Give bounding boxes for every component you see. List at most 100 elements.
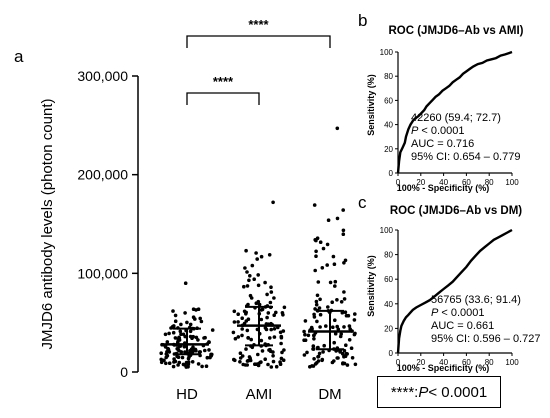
roc-ami-auc: AUC = 0.716 bbox=[411, 138, 474, 150]
data-point-ami bbox=[252, 277, 256, 282]
data-point-hd bbox=[173, 319, 178, 324]
data-point-ami bbox=[259, 308, 264, 312]
data-point-hd bbox=[199, 319, 204, 324]
data-point-ami bbox=[245, 270, 249, 274]
data-point-dm bbox=[312, 312, 316, 317]
data-point-hd bbox=[188, 349, 192, 353]
data-point-ami bbox=[242, 321, 247, 326]
roc-y-tick-label: 40 bbox=[384, 300, 393, 309]
data-point-ami bbox=[258, 360, 262, 365]
data-point-dm bbox=[345, 363, 350, 367]
data-point-ami bbox=[233, 336, 238, 341]
data-point-ami bbox=[259, 254, 264, 259]
data-point-ami bbox=[250, 345, 255, 350]
roc-dm-annotations: 56765 (33.6; 91.4) P < 0.0001 AUC = 0.66… bbox=[431, 294, 540, 345]
data-point-hd bbox=[171, 330, 176, 335]
roc-y-tick-label: 20 bbox=[384, 324, 393, 333]
data-point-hd bbox=[191, 348, 195, 352]
data-point-ami bbox=[271, 354, 275, 358]
data-point-ami bbox=[243, 266, 247, 270]
data-point-ami bbox=[279, 341, 283, 346]
data-point-dm bbox=[326, 305, 330, 309]
data-point-dm bbox=[317, 351, 322, 356]
roc-dm-y-label: Sensitivity (%) bbox=[366, 255, 376, 317]
data-point-hd bbox=[194, 348, 198, 353]
data-point-dm bbox=[340, 351, 345, 356]
data-point-ami bbox=[240, 327, 244, 331]
data-point-dm bbox=[335, 126, 340, 131]
data-point-ami bbox=[266, 362, 270, 367]
data-point-dm bbox=[350, 356, 355, 360]
data-point-dm bbox=[303, 319, 308, 323]
data-point-dm bbox=[317, 306, 322, 310]
data-point-ami bbox=[232, 357, 236, 362]
data-point-ami bbox=[256, 363, 261, 368]
roc-dm-title: ROC (JMJD6–Ab vs DM) bbox=[390, 205, 522, 217]
roc-x-tick-label: 20 bbox=[416, 178, 425, 187]
data-point-hd bbox=[177, 338, 182, 342]
data-point-dm bbox=[342, 325, 346, 329]
roc-dm-curve bbox=[396, 228, 513, 354]
data-point-dm bbox=[311, 347, 316, 351]
data-point-dm bbox=[338, 334, 343, 339]
data-point-dm bbox=[328, 280, 333, 285]
data-point-dm bbox=[324, 324, 328, 328]
footnote-stars: **** bbox=[390, 383, 415, 401]
y-tick-label: 200,000 bbox=[77, 167, 128, 183]
data-point-ami bbox=[281, 329, 286, 333]
data-point-dm bbox=[335, 216, 340, 221]
x-category-dm: DM bbox=[318, 386, 341, 403]
data-point-hd bbox=[183, 281, 188, 286]
data-point-dm bbox=[312, 337, 316, 341]
data-point-dm bbox=[321, 246, 326, 251]
data-point-ami bbox=[246, 336, 250, 340]
data-point-ami bbox=[255, 257, 259, 261]
roc-ami-axes: 00 20 20 40 40 60 60 80 80 100 100 bbox=[380, 48, 520, 187]
data-point-dm bbox=[347, 324, 352, 328]
data-point-dm bbox=[352, 332, 357, 337]
data-point-dm bbox=[316, 354, 321, 359]
data-point-dm bbox=[333, 279, 338, 284]
data-point-dm bbox=[325, 242, 330, 247]
data-point-hd bbox=[183, 350, 187, 354]
data-point-hd bbox=[179, 322, 183, 327]
data-point-dm bbox=[338, 350, 342, 354]
roc-y-tick-label: 20 bbox=[384, 145, 393, 154]
panel-letter-c: c bbox=[358, 193, 367, 212]
data-point-dm bbox=[303, 332, 307, 337]
data-point-dm bbox=[336, 327, 341, 332]
data-point-dm bbox=[330, 300, 335, 305]
y-axis-label: JMJD6 antibody levels (photon count) bbox=[39, 99, 56, 350]
data-point-ami bbox=[257, 302, 262, 307]
data-point-dm bbox=[342, 297, 347, 301]
roc-x-tick-label: 100 bbox=[505, 178, 519, 187]
data-point-ami bbox=[274, 364, 279, 369]
data-point-ami bbox=[272, 296, 276, 300]
data-point-dm bbox=[345, 352, 350, 356]
data-point-dm bbox=[315, 293, 320, 298]
data-point-hd bbox=[160, 342, 164, 347]
data-point-hd bbox=[172, 360, 176, 364]
data-point-ami bbox=[266, 311, 271, 315]
y-axis-ticks: 0 100,000 200,000 300,000 bbox=[77, 68, 138, 380]
roc-x-tick-label: 60 bbox=[462, 178, 471, 187]
data-point-hd bbox=[210, 328, 215, 332]
data-point-hd bbox=[159, 357, 163, 362]
roc-panel-dm: ROC (JMJD6–Ab vs DM) 0020204040606080801… bbox=[366, 205, 540, 373]
data-point-ami bbox=[244, 248, 248, 253]
data-point-ami bbox=[268, 336, 272, 340]
data-point-dm bbox=[305, 350, 309, 355]
data-point-ami bbox=[272, 335, 277, 339]
roc-ami-ci: 95% CI: 0.654 – 0.779 bbox=[411, 151, 520, 163]
data-point-hd bbox=[186, 356, 191, 361]
roc-y-tick-label: 80 bbox=[384, 72, 393, 81]
data-point-dm bbox=[342, 261, 346, 265]
data-point-ami bbox=[249, 296, 254, 300]
data-point-hd bbox=[173, 336, 178, 340]
data-point-hd bbox=[184, 365, 189, 369]
data-point-dm bbox=[342, 361, 347, 366]
data-point-ami bbox=[281, 358, 286, 363]
data-point-ami bbox=[248, 356, 252, 361]
significance-bracket bbox=[186, 92, 260, 105]
